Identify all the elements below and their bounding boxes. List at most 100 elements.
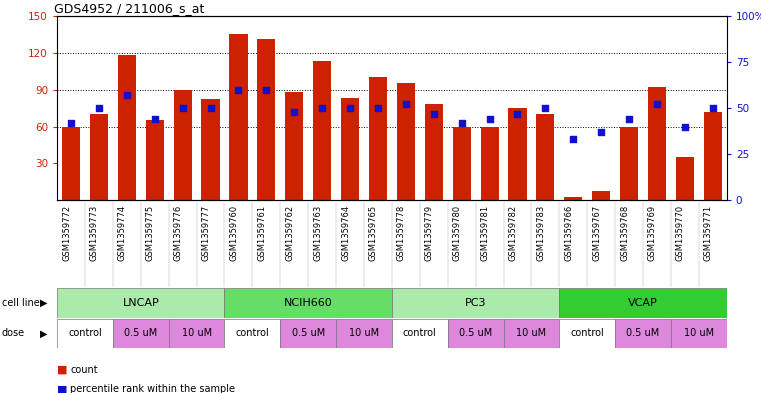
Text: 0.5 uM: 0.5 uM — [459, 329, 492, 338]
Text: 0.5 uM: 0.5 uM — [124, 329, 158, 338]
Bar — [615, 319, 671, 348]
Text: percentile rank within the sample: percentile rank within the sample — [70, 384, 235, 393]
Bar — [224, 319, 280, 348]
Bar — [564, 197, 582, 200]
Bar — [90, 114, 108, 200]
Point — [288, 108, 301, 115]
Bar — [257, 39, 275, 200]
Text: GSM1359777: GSM1359777 — [202, 205, 211, 261]
Point — [400, 101, 412, 108]
Bar — [620, 127, 638, 200]
Text: GSM1359770: GSM1359770 — [676, 205, 685, 261]
Bar — [169, 319, 224, 348]
Text: GSM1359780: GSM1359780 — [453, 205, 462, 261]
Bar — [202, 99, 220, 200]
Bar — [396, 83, 415, 200]
Text: GSM1359783: GSM1359783 — [537, 205, 546, 261]
Point — [483, 116, 495, 122]
Text: GSM1359779: GSM1359779 — [425, 205, 434, 261]
Bar — [504, 319, 559, 348]
Bar — [592, 191, 610, 200]
Point — [93, 105, 105, 111]
Text: GSM1359766: GSM1359766 — [565, 205, 573, 261]
Point — [595, 129, 607, 135]
Point — [177, 105, 189, 111]
Text: control: control — [570, 329, 604, 338]
Text: 10 uM: 10 uM — [349, 329, 379, 338]
Text: GSM1359760: GSM1359760 — [230, 205, 238, 261]
Text: control: control — [68, 329, 102, 338]
Bar — [224, 288, 392, 318]
Text: GSM1359774: GSM1359774 — [118, 205, 127, 261]
Bar — [145, 120, 164, 200]
Bar — [559, 319, 615, 348]
Point — [372, 105, 384, 111]
Bar — [425, 105, 443, 200]
Text: ■: ■ — [57, 365, 68, 375]
Text: GSM1359773: GSM1359773 — [90, 205, 99, 261]
Text: GSM1359782: GSM1359782 — [508, 205, 517, 261]
Text: count: count — [70, 365, 97, 375]
Point — [707, 105, 719, 111]
Text: dose: dose — [2, 329, 24, 338]
Text: GSM1359769: GSM1359769 — [648, 205, 657, 261]
Text: GSM1359762: GSM1359762 — [285, 205, 295, 261]
Text: VCAP: VCAP — [628, 298, 658, 308]
Point — [679, 123, 691, 130]
Point — [540, 105, 552, 111]
Text: GSM1359768: GSM1359768 — [620, 205, 629, 261]
Text: control: control — [403, 329, 437, 338]
Point — [511, 110, 524, 117]
Text: GSM1359775: GSM1359775 — [146, 205, 154, 261]
Point — [232, 86, 244, 93]
Text: GSM1359765: GSM1359765 — [369, 205, 378, 261]
Bar — [704, 112, 722, 200]
Point — [428, 110, 440, 117]
Text: NCIH660: NCIH660 — [284, 298, 333, 308]
Text: ▶: ▶ — [40, 329, 48, 338]
Bar — [118, 55, 136, 200]
Text: control: control — [235, 329, 269, 338]
Bar — [57, 288, 224, 318]
Text: LNCAP: LNCAP — [123, 298, 159, 308]
Text: 0.5 uM: 0.5 uM — [626, 329, 660, 338]
Point — [260, 86, 272, 93]
Text: 10 uM: 10 uM — [182, 329, 212, 338]
Text: GSM1359781: GSM1359781 — [481, 205, 489, 261]
Bar — [229, 34, 247, 200]
Bar — [313, 61, 331, 200]
Text: GSM1359771: GSM1359771 — [704, 205, 713, 261]
Text: 10 uM: 10 uM — [684, 329, 714, 338]
Bar — [392, 319, 447, 348]
Bar — [537, 114, 555, 200]
Point — [456, 120, 468, 126]
Bar — [174, 90, 192, 200]
Text: 0.5 uM: 0.5 uM — [291, 329, 325, 338]
Text: GSM1359767: GSM1359767 — [592, 205, 601, 261]
Text: GSM1359764: GSM1359764 — [341, 205, 350, 261]
Bar — [369, 77, 387, 200]
Text: GSM1359776: GSM1359776 — [174, 205, 183, 261]
Point — [344, 105, 356, 111]
Text: GDS4952 / 211006_s_at: GDS4952 / 211006_s_at — [54, 2, 204, 15]
Text: 10 uM: 10 uM — [517, 329, 546, 338]
Text: ■: ■ — [57, 384, 68, 393]
Bar — [341, 98, 359, 200]
Text: ▶: ▶ — [40, 298, 48, 308]
Bar — [508, 108, 527, 200]
Point — [316, 105, 328, 111]
Point — [121, 92, 133, 98]
Text: GSM1359778: GSM1359778 — [397, 205, 406, 261]
Bar — [62, 127, 80, 200]
Bar — [453, 127, 471, 200]
Point — [623, 116, 635, 122]
Bar — [113, 319, 169, 348]
Bar — [57, 319, 113, 348]
Point — [148, 116, 161, 122]
Bar — [480, 127, 498, 200]
Bar — [676, 157, 694, 200]
Bar — [285, 92, 304, 200]
Text: cell line: cell line — [2, 298, 40, 308]
Bar — [648, 87, 666, 200]
Bar — [336, 319, 392, 348]
